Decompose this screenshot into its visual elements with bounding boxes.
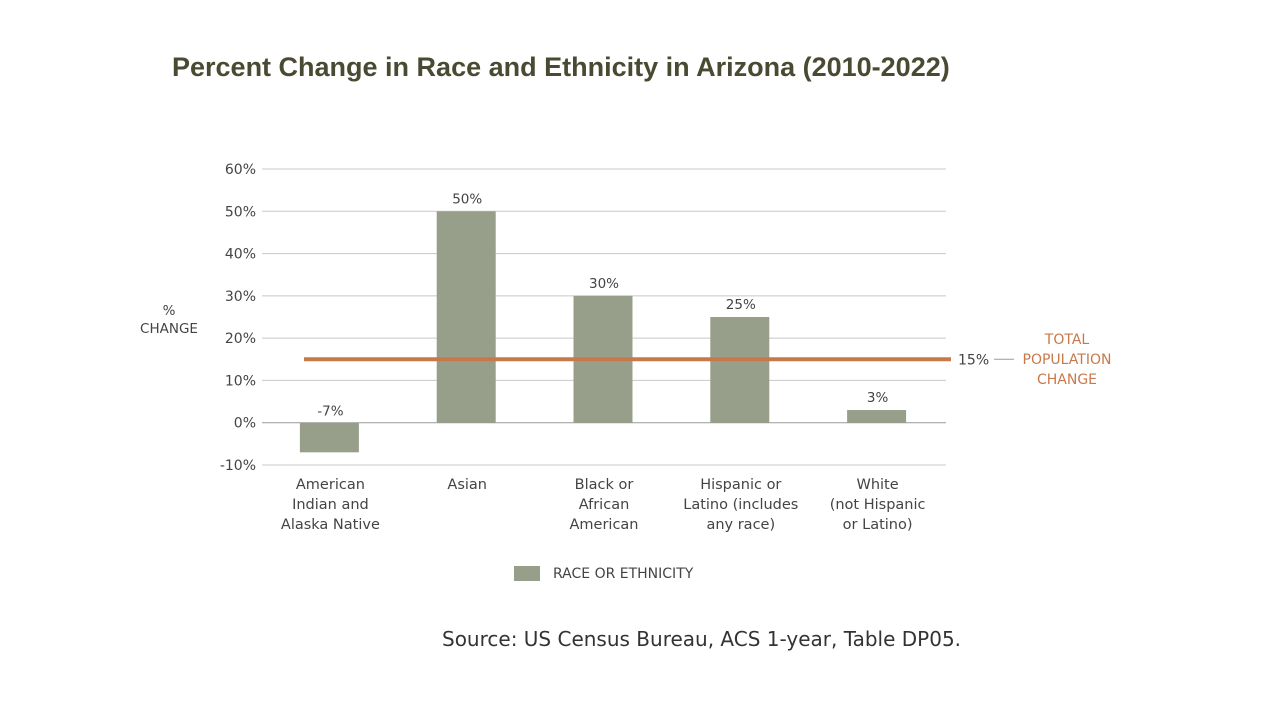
- category-label: Black or: [575, 477, 634, 493]
- category-label: Hispanic or: [700, 477, 781, 493]
- reference-line-label: CHANGE: [1037, 372, 1097, 388]
- category-label: American: [569, 517, 638, 533]
- legend: RACE OR ETHNICITY: [514, 566, 694, 582]
- chart-title: Percent Change in Race and Ethnicity in …: [172, 52, 950, 82]
- y-tick-label: 20%: [225, 331, 256, 347]
- reference-line-label: TOTAL: [1044, 332, 1090, 348]
- y-tick-label: 40%: [225, 247, 256, 263]
- bar: [710, 317, 770, 423]
- data-label: 25%: [726, 297, 756, 313]
- data-labels: -7% 50% 30% 25% 3%: [317, 191, 888, 419]
- y-axis-label-line: CHANGE: [140, 321, 198, 337]
- bar: [436, 211, 496, 423]
- source-note: Source: US Census Bureau, ACS 1-year, Ta…: [442, 627, 962, 651]
- legend-label: RACE OR ETHNICITY: [553, 566, 694, 582]
- data-label: 50%: [452, 191, 482, 207]
- legend-swatch: [514, 566, 540, 581]
- bars: [299, 211, 907, 453]
- y-tick-label: 50%: [225, 204, 256, 220]
- category-label: any race): [706, 517, 775, 533]
- bar: [299, 422, 359, 453]
- y-tick-label: 0%: [234, 416, 256, 432]
- y-tick-label: -10%: [220, 458, 256, 474]
- category-label: African: [579, 497, 630, 513]
- category-label: Asian: [447, 477, 487, 493]
- category-label: Alaska Native: [281, 517, 380, 533]
- y-axis-label: % CHANGE: [140, 303, 198, 337]
- data-label: 3%: [867, 390, 889, 406]
- category-label: Indian and: [292, 497, 369, 513]
- y-tick-label: 60%: [225, 162, 256, 178]
- data-label: -7%: [317, 404, 343, 420]
- reference-line-value: 15%: [958, 352, 989, 368]
- y-tick-label: 30%: [225, 289, 256, 305]
- category-label: American: [296, 477, 365, 493]
- data-label: 30%: [589, 276, 619, 292]
- bar: [847, 410, 907, 423]
- y-tick-label: 10%: [225, 373, 256, 389]
- y-axis-label-line: %: [163, 303, 176, 319]
- category-label: or Latino): [843, 517, 913, 533]
- category-label: White: [857, 477, 899, 493]
- reference-line-label: POPULATION: [1023, 352, 1112, 368]
- category-label: (not Hispanic: [830, 497, 926, 513]
- y-axis-ticks: -10% 0% 10% 20% 30% 40% 50% 60%: [220, 162, 256, 474]
- category-label: Latino (includes: [683, 497, 798, 513]
- x-axis-categories: American Indian and Alaska Native Asian Blac…: [281, 477, 926, 533]
- reference-line-group: 15% TOTAL POPULATION CHANGE: [304, 332, 1111, 388]
